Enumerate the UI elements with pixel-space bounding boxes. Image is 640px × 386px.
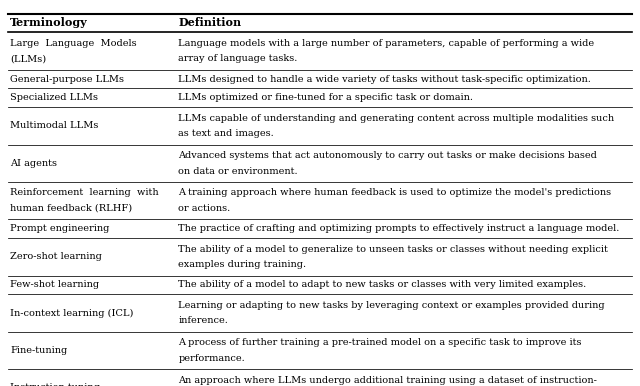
Text: Definition: Definition — [179, 17, 241, 28]
Text: LLMs designed to handle a wide variety of tasks without task-specific optimizati: LLMs designed to handle a wide variety o… — [179, 74, 591, 83]
Text: The practice of crafting and optimizing prompts to effectively instruct a langua: The practice of crafting and optimizing … — [179, 224, 620, 233]
Text: The ability of a model to generalize to unseen tasks or classes without needing : The ability of a model to generalize to … — [179, 245, 608, 254]
Text: General-purpose LLMs: General-purpose LLMs — [10, 74, 124, 83]
Text: on data or environment.: on data or environment. — [179, 167, 298, 176]
Text: Reinforcement  learning  with: Reinforcement learning with — [10, 188, 159, 197]
Text: Multimodal LLMs: Multimodal LLMs — [10, 121, 99, 130]
Text: human feedback (RLHF): human feedback (RLHF) — [10, 204, 132, 213]
Text: Fine-tuning: Fine-tuning — [10, 346, 67, 355]
Text: Learning or adapting to new tasks by leveraging context or examples provided dur: Learning or adapting to new tasks by lev… — [179, 301, 605, 310]
Text: A process of further training a pre-trained model on a specific task to improve : A process of further training a pre-trai… — [179, 338, 582, 347]
Text: examples during training.: examples during training. — [179, 260, 307, 269]
Text: Advanced systems that act autonomously to carry out tasks or make decisions base: Advanced systems that act autonomously t… — [179, 151, 597, 160]
Text: The ability of a model to adapt to new tasks or classes with very limited exampl: The ability of a model to adapt to new t… — [179, 281, 587, 290]
Text: performance.: performance. — [179, 354, 245, 363]
Text: Instruction tuning: Instruction tuning — [10, 383, 100, 386]
Text: as text and images.: as text and images. — [179, 129, 274, 138]
Text: LLMs capable of understanding and generating content across multiple modalities : LLMs capable of understanding and genera… — [179, 113, 614, 122]
Text: Zero-shot learning: Zero-shot learning — [10, 252, 102, 261]
Text: A training approach where human feedback is used to optimize the model's predict: A training approach where human feedback… — [179, 188, 611, 197]
Text: inference.: inference. — [179, 317, 228, 325]
Text: (LLMs): (LLMs) — [10, 54, 46, 63]
Text: Language models with a large number of parameters, capable of performing a wide: Language models with a large number of p… — [179, 39, 595, 47]
Text: AI agents: AI agents — [10, 159, 57, 168]
Text: Specialized LLMs: Specialized LLMs — [10, 93, 99, 102]
Text: LLMs optimized or fine-tuned for a specific task or domain.: LLMs optimized or fine-tuned for a speci… — [179, 93, 474, 102]
Text: Large  Language  Models: Large Language Models — [10, 39, 137, 47]
Text: In-context learning (ICL): In-context learning (ICL) — [10, 308, 134, 318]
Text: An approach where LLMs undergo additional training using a dataset of instructio: An approach where LLMs undergo additiona… — [179, 376, 597, 384]
Text: Terminology: Terminology — [10, 17, 88, 28]
Text: Few-shot learning: Few-shot learning — [10, 281, 99, 290]
Text: array of language tasks.: array of language tasks. — [179, 54, 298, 63]
Text: Prompt engineering: Prompt engineering — [10, 224, 109, 233]
Text: or actions.: or actions. — [179, 204, 230, 213]
